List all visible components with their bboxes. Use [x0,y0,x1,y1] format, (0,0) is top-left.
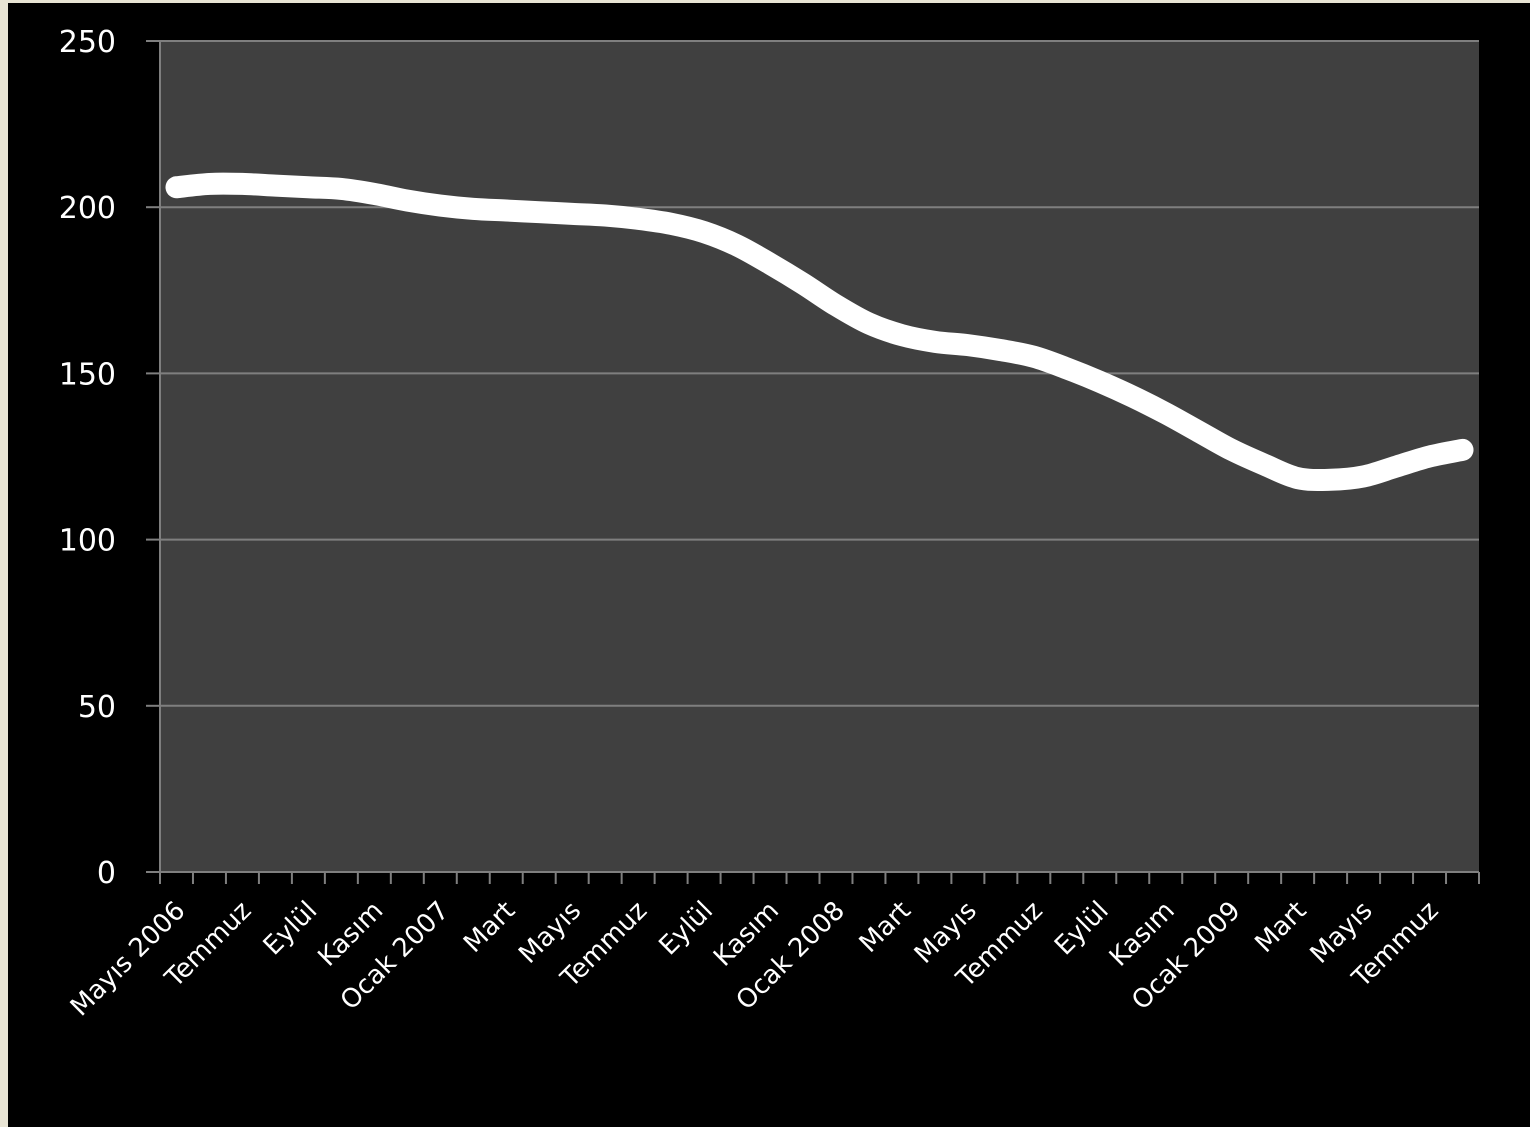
series-line [165,172,1474,492]
y-tick-label-250: 250 [59,25,116,60]
plot-area [160,41,1479,872]
data-point [207,181,212,186]
data-point [1427,454,1432,459]
y-tick-label-150: 150 [59,357,116,392]
slide-edge-left [0,0,8,1127]
data-point [306,185,311,190]
data-point [1130,394,1135,399]
data-point [833,303,838,308]
y-axis-ticks: 0 50 100 150 200 250 [59,25,160,891]
y-tick-label-200: 200 [59,191,116,226]
data-point [702,230,707,235]
data-point [1394,464,1399,469]
data-point [1229,447,1234,452]
data-point [636,216,641,221]
data-point [1361,474,1366,479]
y-tick-label-0: 0 [97,856,116,891]
x-tick-label: Mart [1249,896,1312,959]
data-point [669,221,674,226]
data-point [1097,379,1102,384]
data-point [998,348,1003,353]
data-point [768,261,773,266]
data-point [471,206,476,211]
data-point [603,213,608,218]
data-point [570,211,575,216]
data-point [1262,462,1267,467]
data-point [965,343,970,348]
gridlines [160,40,1479,707]
data-point [866,321,871,326]
data-point [273,183,278,188]
data-point [801,281,806,286]
data-point [932,339,937,344]
series-layer [165,172,1474,492]
data-point [899,333,904,338]
x-tick-label: Mart [458,896,521,959]
data-point [1295,476,1300,481]
data-point [240,181,245,186]
data-point [1064,366,1069,371]
x-tick-label: Mart [854,896,917,959]
data-point [1196,429,1201,434]
data-point [537,210,542,215]
data-point [174,185,179,190]
data-point [1328,477,1333,482]
data-point [735,243,740,248]
data-point [339,186,344,191]
data-point [1031,354,1036,359]
y-tick-label-50: 50 [78,690,116,725]
data-point [405,198,410,203]
slide-edge-top [0,0,1530,3]
data-point [438,203,443,208]
data-point [504,208,509,213]
data-point [1163,411,1168,416]
data-point [372,191,377,196]
data-point [1460,447,1465,452]
y-tick-label-100: 100 [59,524,116,559]
